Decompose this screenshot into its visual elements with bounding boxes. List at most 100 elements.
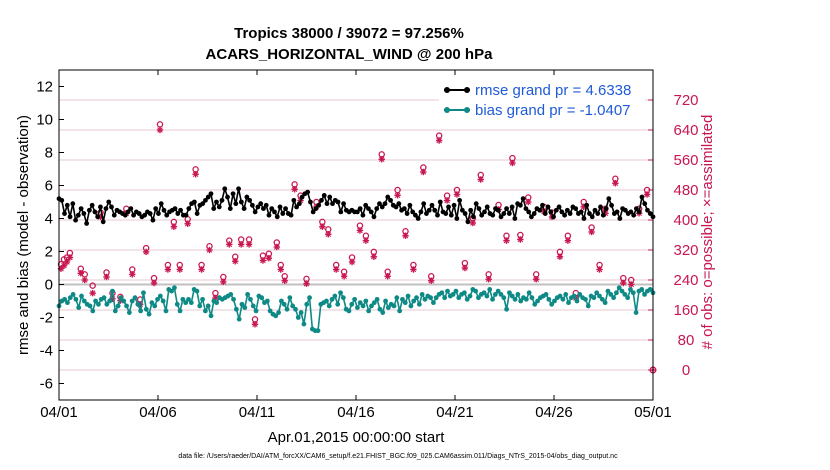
rmse-point-70 — [249, 202, 255, 208]
obs-assim-point-47 — [370, 253, 378, 260]
rmse-point-140 — [443, 211, 449, 216]
rmse-point-15 — [98, 204, 103, 210]
bias-point-27 — [132, 295, 138, 301]
bias-point-129 — [419, 292, 425, 297]
rmse-point-172 — [531, 211, 537, 216]
rmse-point-87 — [296, 201, 302, 207]
obs-assim-point-29 — [245, 241, 253, 248]
bias-point-141 — [453, 288, 459, 294]
rmse-point-165 — [512, 216, 518, 221]
rmse-point-160 — [498, 214, 504, 220]
bias-point-112 — [371, 300, 377, 306]
rmse-point-122 — [393, 204, 399, 210]
obs-assim-point-4 — [77, 270, 84, 277]
rmse-point-194 — [592, 207, 598, 213]
rmse-point-170 — [526, 209, 532, 215]
bias-point-201 — [622, 292, 628, 297]
obs-assim-d2-19 — [176, 266, 183, 273]
obs-assim-d2-18 — [171, 223, 177, 230]
obs-assim-d2-49 — [384, 273, 391, 280]
obs-assim-d2-81 — [644, 191, 650, 198]
rmse-point-68 — [244, 194, 250, 200]
legend-rmse-label: rmse grand pr = 4.6338 — [475, 82, 631, 99]
rmse-point-3 — [64, 202, 70, 208]
bias-point-120 — [394, 295, 400, 301]
rmse-point-34 — [150, 217, 156, 223]
obs-assim-d2-36 — [291, 186, 298, 193]
rmse-point-177 — [545, 204, 551, 210]
obs-assim-d2-35 — [281, 277, 288, 284]
bias-point-158 — [501, 295, 507, 301]
bias-point-155 — [492, 292, 498, 297]
bias-point-156 — [495, 288, 501, 294]
rmse-point-153 — [479, 212, 485, 218]
bias-point-36 — [157, 293, 163, 299]
bias-point-173 — [543, 292, 549, 297]
obs-assim-d2-70 — [557, 253, 563, 260]
bias-point-98 — [332, 293, 338, 299]
rmse-point-2 — [62, 211, 67, 216]
obs-assim-point-36 — [291, 186, 298, 193]
bias-point-100 — [338, 290, 343, 296]
obs-assim-point-2 — [63, 258, 71, 266]
bias-point-190 — [591, 295, 597, 301]
rmse-point-37 — [158, 201, 164, 207]
bias-point-87 — [301, 321, 307, 327]
rmse-point-132 — [421, 201, 427, 207]
rmse-point-72 — [255, 204, 261, 210]
rmse-point-117 — [379, 204, 385, 210]
obs-assim-d2-55 — [436, 137, 442, 144]
rmse-point-184 — [564, 207, 570, 213]
obs-assim-point-48 — [378, 156, 385, 163]
rmse-point-148 — [465, 219, 471, 225]
rmse-point-169 — [523, 206, 529, 212]
bias-point-149 — [476, 295, 481, 301]
rmse-point-59 — [219, 197, 225, 203]
rmse-point-49 — [191, 199, 197, 205]
rmse-point-58 — [216, 204, 222, 210]
rmse-point-9 — [81, 211, 87, 216]
bias-point-83 — [290, 303, 296, 309]
obs-assim-d2-75 — [596, 266, 603, 273]
rmse-point-88 — [299, 194, 305, 200]
rmse-point-31 — [142, 212, 148, 218]
obs-assim-d2-71 — [565, 237, 571, 244]
obs-assim-point-5 — [81, 276, 88, 284]
obs-assim-point-20 — [184, 220, 191, 227]
rmse-point-102 — [338, 209, 344, 215]
rmse-point-129 — [413, 212, 418, 218]
bias-point-18 — [107, 298, 113, 304]
bias-point-204 — [630, 290, 636, 296]
bias-point-162 — [512, 296, 518, 302]
bias-point-47 — [188, 300, 194, 306]
bias-point-65 — [239, 301, 245, 307]
rmse-point-115 — [374, 206, 380, 212]
obs-assim-d2-26 — [226, 241, 233, 248]
bias-point-43 — [177, 308, 183, 314]
x-tick-label-3: 04/16 — [337, 404, 375, 421]
bias-point-191 — [594, 290, 600, 296]
bias-point-169 — [532, 301, 538, 307]
rmse-point-155 — [484, 204, 490, 210]
rmse-point-69 — [247, 197, 253, 203]
rmse-point-209 — [634, 206, 639, 212]
rmse-point-192 — [587, 211, 592, 216]
bias-point-33 — [149, 300, 155, 306]
obs-assim-d2-77 — [612, 180, 619, 187]
bias-point-110 — [366, 308, 372, 314]
bias-point-31 — [143, 306, 149, 312]
rmse-point-76 — [266, 212, 272, 218]
bias-point-25 — [126, 310, 132, 315]
rmse-point-126 — [404, 211, 410, 216]
bias-point-166 — [523, 296, 529, 302]
bias-point-72 — [259, 295, 265, 301]
obs-assim-point-34 — [277, 266, 284, 273]
rmse-point-146 — [459, 207, 465, 213]
bias-point-86 — [298, 310, 304, 315]
rmse-point-183 — [562, 212, 567, 218]
rmse-point-212 — [642, 201, 648, 207]
obs-assim-point-16 — [156, 126, 164, 134]
rmse-point-57 — [214, 199, 219, 205]
rmse-point-214 — [647, 211, 653, 216]
bias-point-20 — [112, 308, 118, 314]
